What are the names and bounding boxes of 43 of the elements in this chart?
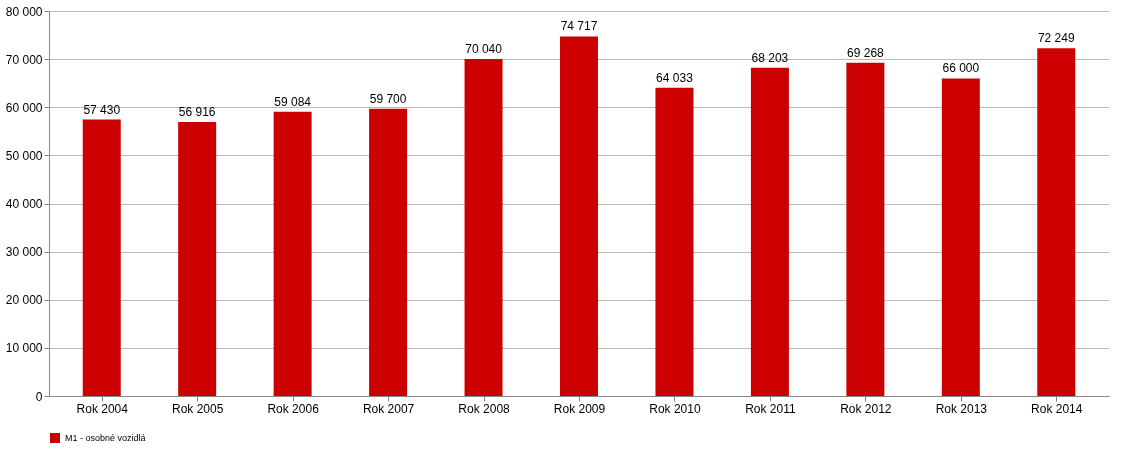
bar [273,111,312,396]
y-tick-label: 50 000 [5,148,43,163]
x-tick-label: Rok 2008 [458,401,511,416]
bar [560,36,598,396]
legend-label: M1 - osobné vozidlá [65,433,146,443]
x-tick-label: Rok 2006 [267,401,320,416]
data-label: 64 033 [656,70,694,85]
data-label: 74 717 [560,19,598,34]
x-tick-label: Rok 2010 [649,401,701,416]
x-tick-label: Rok 2009 [553,401,606,416]
data-label: 72 249 [1037,31,1075,46]
data-label: 57 430 [83,102,121,117]
x-tick-label: Rok 2012 [840,401,892,416]
y-tick-label: 70 000 [5,52,43,67]
bar [655,87,694,396]
data-label: 68 203 [751,50,789,65]
y-tick-label: 0 [35,389,43,404]
y-tick-label: 10 000 [5,341,43,356]
data-label: 59 084 [274,94,312,109]
bar [369,108,408,396]
y-tick-label: 20 000 [5,293,43,308]
x-tick-label: Rok 2011 [745,401,796,416]
bar [1037,48,1076,396]
x-tick-label: Rok 2005 [171,401,224,416]
y-tick-label: 40 000 [5,197,43,211]
y-tick-label: 80 000 [5,4,43,19]
bar [750,67,789,396]
x-tick-label: Rok 2007 [362,401,415,416]
data-label: 59 700 [369,91,407,106]
bar [82,119,121,396]
bar [464,58,503,396]
data-label: 70 040 [465,41,503,56]
x-tick-label: Rok 2013 [935,401,988,416]
data-label: 66 000 [942,61,980,76]
bar [941,78,980,396]
data-label: 56 916 [178,105,216,120]
x-tick-label: Rok 2004 [76,401,129,416]
x-tick-label: Rok 2014 [1031,401,1083,416]
bar [178,122,217,396]
y-tick-label: 60 000 [5,100,43,115]
data-label: 69 268 [847,45,885,60]
y-tick-label: 30 000 [5,245,43,260]
bar [846,62,885,396]
